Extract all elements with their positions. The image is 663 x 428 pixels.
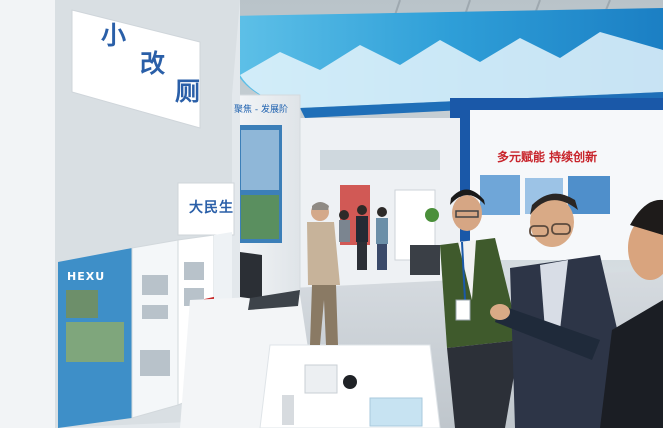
visitor-right-edge [600,199,663,428]
laptop-screen [240,252,262,300]
sign-char-3: 厕 [175,77,201,106]
hexu-logo: HEXU [67,270,106,283]
sign-char-2: 改 [140,49,166,78]
backdrop-left-text: 聚焦 - 发展阶 [234,105,288,115]
sign-board-1 [71,9,201,129]
sign2-char-1: 大 [189,200,203,216]
background-visitors [339,205,388,270]
clipboard [495,305,600,360]
visitor-beige-jacket [307,202,340,345]
sign2-char-3: 生 [219,200,233,216]
backdrop-right-text: 多元赋能 持续创新 [497,150,598,164]
sign2-char-2: 民 [204,200,218,216]
laptop-keyboard [248,290,300,310]
sign-board-2 [177,182,235,236]
sign-char-1: 小 [101,21,127,50]
